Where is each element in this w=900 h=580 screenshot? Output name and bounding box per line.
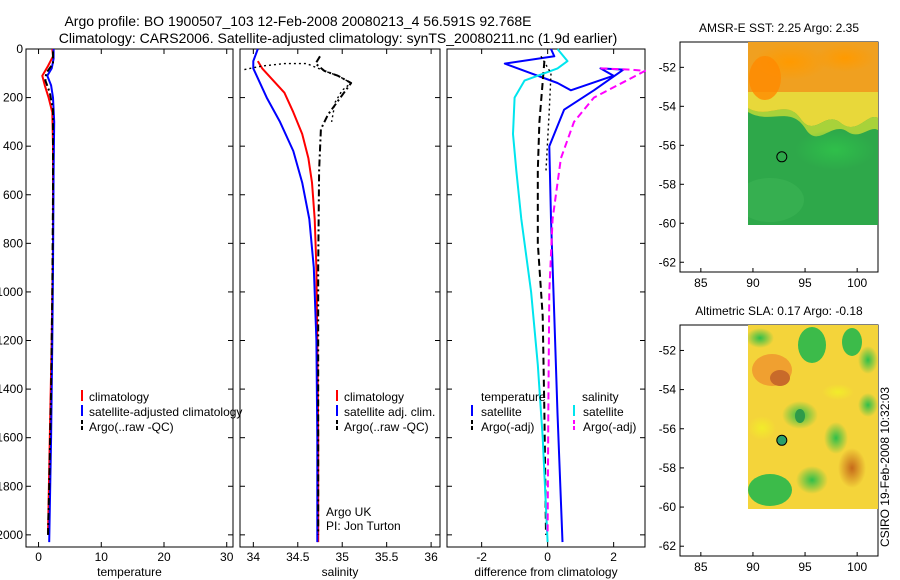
sst_map-ytick-label: -56 bbox=[659, 138, 677, 152]
difference-xtick-label: 2 bbox=[610, 550, 617, 564]
temperature-ytick-label: 0 bbox=[16, 42, 23, 56]
temperature-series-2-line bbox=[44, 51, 54, 535]
temperature-legend-label: Argo(..raw -QC) bbox=[89, 420, 174, 434]
salinity-series-2-line bbox=[314, 55, 353, 535]
sla_map-ytick-label: -62 bbox=[659, 539, 677, 553]
temperature-panel: 0 10 20 30 0 200 400 600 800 1000 1200 1400 1600 1800… bbox=[0, 42, 242, 579]
salinity-annotation-line: Argo UK bbox=[326, 505, 371, 519]
sla_map-xtick-label: 90 bbox=[746, 560, 760, 574]
temperature-xtick-label: 30 bbox=[220, 550, 234, 564]
sst-field-image bbox=[748, 42, 878, 225]
temperature-xtick-label: 20 bbox=[157, 550, 171, 564]
sla_map-ytick-label: -54 bbox=[659, 383, 677, 397]
sla_map-xtick-label: 100 bbox=[847, 560, 867, 574]
sst_map-xtick-label: 100 bbox=[847, 276, 867, 290]
sst_map-ytick-label: -62 bbox=[659, 255, 677, 269]
difference-legend-heading: temperature bbox=[481, 390, 546, 404]
difference-legend-label: satellite bbox=[583, 405, 624, 419]
difference-series-4-line bbox=[540, 55, 552, 171]
salinity-legend-label: climatology bbox=[344, 390, 404, 404]
temperature-axes-frame bbox=[25, 48, 234, 548]
temperature-xtick-label: 0 bbox=[35, 550, 42, 564]
salinity-xtick-label: 36 bbox=[424, 550, 438, 564]
salinity-axes-frame bbox=[239, 48, 441, 548]
difference-legend-heading: salinity bbox=[582, 390, 619, 404]
temperature-legend-label: climatology bbox=[89, 390, 149, 404]
temperature-ytick-label: 200 bbox=[3, 91, 23, 105]
difference-xlabel: difference from climatology bbox=[474, 565, 617, 579]
difference-series-1-line bbox=[536, 61, 547, 535]
figure-title-line-2: Climatology: CARS2006. Satellite-adjuste… bbox=[59, 30, 617, 46]
difference-series-0-line bbox=[503, 48, 625, 543]
sla_map-ytick-label: -60 bbox=[659, 500, 677, 514]
sst_map-xtick-label: 85 bbox=[694, 276, 708, 290]
difference-legend-label: Argo(-adj) bbox=[583, 420, 636, 434]
credit-stamp: CSIRO 19-Feb-2008 10:32:03 bbox=[878, 387, 892, 547]
sla_map-argo-marker bbox=[776, 434, 788, 446]
salinity-legend-label: satellite adj. clim. bbox=[344, 405, 435, 419]
sst_map-ytick-label: -60 bbox=[659, 216, 677, 230]
argo-position-markers bbox=[776, 151, 788, 446]
temperature-ytick-label: 1600 bbox=[0, 431, 23, 445]
temperature-ytick-label: 2000 bbox=[0, 528, 23, 542]
sla_map-xtick-label: 85 bbox=[694, 560, 708, 574]
sla_map-title: Altimetric SLA: 0.17 Argo: -0.18 bbox=[695, 304, 863, 318]
difference-legend-label: Argo(-adj) bbox=[481, 420, 534, 434]
salinity-legend-label: Argo(..raw -QC) bbox=[344, 420, 429, 434]
sst_map-panel: AMSR-E SST: 2.25 Argo: 2.35 85 90 95 100 -52 -… bbox=[659, 21, 868, 290]
salinity-series-1-line bbox=[252, 48, 319, 543]
salinity-xtick-label: 34 bbox=[247, 550, 261, 564]
difference-legend-label: satellite bbox=[481, 405, 522, 419]
sst_map-ytick-label: -58 bbox=[659, 177, 677, 191]
sla-field-image bbox=[748, 325, 878, 509]
sla_map-ytick-label: -56 bbox=[659, 422, 677, 436]
profile-panels: 0102030020040060080010001200140016001800… bbox=[0, 42, 646, 579]
temperature-xtick-label: 10 bbox=[95, 550, 109, 564]
sst_map-title: AMSR-E SST: 2.25 Argo: 2.35 bbox=[699, 21, 859, 35]
figure-title-line-1: Argo profile: BO 1900507_103 12-Feb-2008… bbox=[64, 13, 531, 29]
sst_map-xtick-label: 95 bbox=[798, 276, 812, 290]
salinity-series-3-line bbox=[244, 62, 352, 123]
map-panels: AMSR-E SST: 2.25 Argo: 2.35 85 90 95 100 -52 -… bbox=[659, 21, 879, 574]
temperature-ytick-label: 1200 bbox=[0, 334, 23, 348]
temperature-ytick-label: 800 bbox=[3, 236, 23, 250]
sst_map-ytick-label: -54 bbox=[659, 99, 677, 113]
temperature-ytick-label: 400 bbox=[3, 139, 23, 153]
sla_map-xtick-label: 95 bbox=[798, 560, 812, 574]
difference-series-3-line bbox=[546, 67, 646, 535]
sst_map-xtick-label: 90 bbox=[746, 276, 760, 290]
sst_map-ytick-label: -52 bbox=[659, 60, 677, 74]
salinity-xtick-label: 35.5 bbox=[375, 550, 399, 564]
salinity-xtick-label: 34.5 bbox=[286, 550, 310, 564]
temperature-ytick-label: 1800 bbox=[0, 479, 23, 493]
sla_map-ytick-label: -52 bbox=[659, 343, 677, 357]
sla_map-panel: Altimetric SLA: 0.17 Argo: -0.18 85 90 95 10… bbox=[659, 304, 868, 574]
temperature-xlabel: temperature bbox=[97, 565, 162, 579]
difference-xtick-label: -2 bbox=[476, 550, 487, 564]
salinity-panel: 34 34.5 35 35.5 36 salinity climatologysatelli… bbox=[239, 48, 441, 579]
temperature-ytick-label: 1400 bbox=[0, 382, 23, 396]
sla_map-ytick-label: -58 bbox=[659, 461, 677, 475]
salinity-xlabel: salinity bbox=[322, 565, 359, 579]
salinity-annotation-line: PI: Jon Turton bbox=[326, 519, 401, 533]
salinity-xtick-label: 35 bbox=[336, 550, 350, 564]
salinity-series-0-line bbox=[256, 60, 320, 543]
temperature-legend-label: satellite-adjusted climatology bbox=[89, 405, 242, 419]
difference-series-2-line bbox=[512, 48, 569, 543]
difference-xtick-label: 0 bbox=[544, 550, 551, 564]
temperature-ytick-label: 600 bbox=[3, 188, 23, 202]
difference-axes-frame bbox=[446, 48, 646, 548]
sst_map-argo-marker bbox=[776, 151, 788, 163]
temperature-ytick-label: 1000 bbox=[0, 285, 23, 299]
